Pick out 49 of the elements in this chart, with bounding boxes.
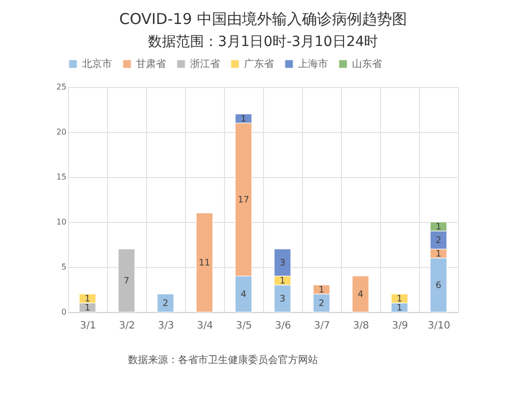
x-tick-label: 3/4 <box>196 320 214 332</box>
data-label: 1 <box>84 304 90 314</box>
data-label: 6 <box>436 281 442 291</box>
data-label: 3 <box>280 294 286 304</box>
x-tick-label: 3/2 <box>118 320 136 332</box>
source-note: 数据来源：各省市卫生健康委员会官方网站 <box>128 354 318 366</box>
legend-label: 北京市 <box>82 58 112 70</box>
x-tick-label: 3/1 <box>80 320 96 332</box>
y-tick-label: 25 <box>56 82 66 92</box>
data-label: 1 <box>240 114 246 124</box>
data-label: 17 <box>238 196 250 206</box>
x-tick-label: 3/10 <box>428 320 450 332</box>
data-label: 3 <box>280 258 286 268</box>
data-label: 11 <box>198 258 210 268</box>
data-label: 1 <box>436 250 442 260</box>
x-tick-label: 3/6 <box>274 320 292 332</box>
data-label: 1 <box>84 294 90 304</box>
data-label: 4 <box>358 290 364 300</box>
legend-label: 甘肃省 <box>136 58 166 70</box>
y-tick-label: 5 <box>61 262 66 272</box>
data-label: 1 <box>436 222 442 232</box>
bar <box>196 212 213 312</box>
data-label: 4 <box>240 290 247 300</box>
data-label: 1 <box>396 304 402 314</box>
chart-subtitle: 数据范围：3月1日0时-3月10日24时 <box>148 34 378 50</box>
x-tick-label: 3/5 <box>236 320 252 332</box>
x-tick-label: 3/7 <box>314 320 330 332</box>
data-label: 1 <box>280 276 286 286</box>
chart-title: COVID-19 中国由境外输入确诊病例趋势图 <box>119 10 407 28</box>
y-tick-label: 20 <box>56 128 66 136</box>
legend-label: 上海市 <box>298 58 328 70</box>
data-label: 7 <box>124 276 130 286</box>
data-label: 2 <box>436 236 442 246</box>
legend-label: 山东省 <box>352 58 382 70</box>
bar <box>352 276 369 312</box>
legend-label: 浙江省 <box>190 58 220 70</box>
x-tick-label: 3/8 <box>352 320 370 332</box>
data-label: 2 <box>318 299 324 309</box>
y-tick-label: 0 <box>61 308 66 316</box>
y-tick-label: 10 <box>56 218 66 226</box>
data-label: 1 <box>318 286 324 296</box>
data-label: 1 <box>396 294 402 304</box>
x-tick-label: 3/3 <box>158 320 174 332</box>
data-label: 2 <box>162 299 168 309</box>
x-tick-label: 3/9 <box>392 320 408 332</box>
bar <box>118 248 135 312</box>
y-tick-label: 15 <box>56 172 66 182</box>
legend-label: 广东省 <box>244 58 274 70</box>
bar <box>157 294 174 312</box>
